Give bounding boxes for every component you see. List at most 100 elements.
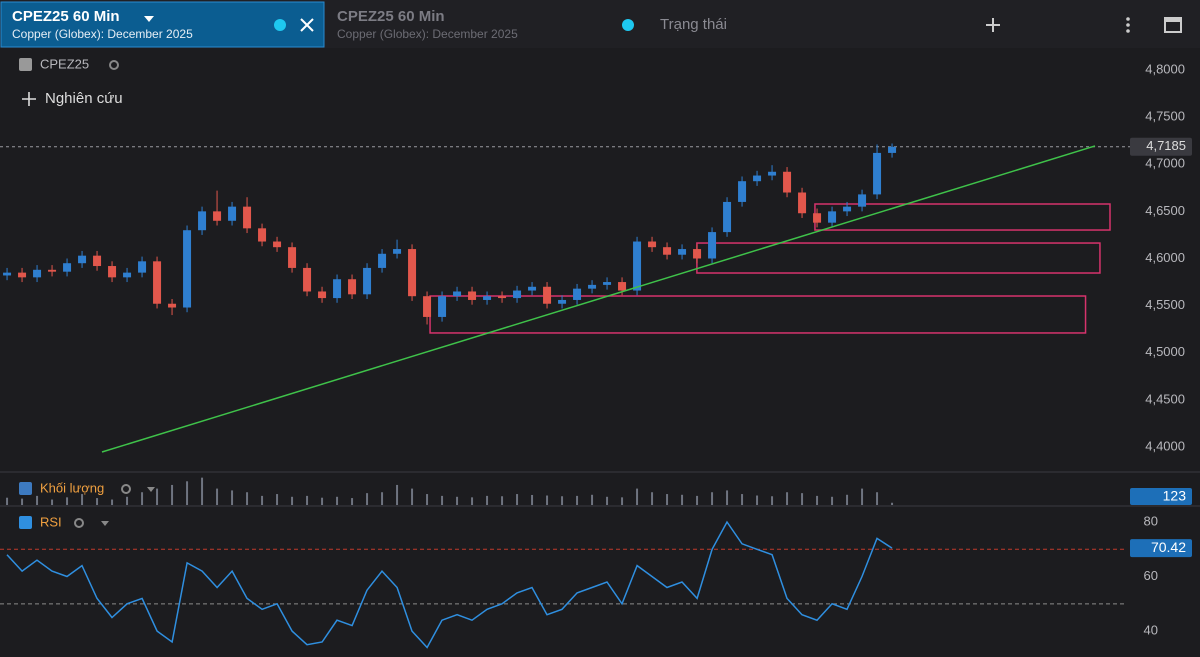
rsi-swatch[interactable]	[19, 516, 32, 529]
candle-body	[273, 241, 282, 248]
y-tick-label: 4,5000	[1145, 344, 1185, 359]
candle-body	[348, 279, 357, 295]
settings-icon[interactable]	[121, 484, 131, 494]
volume-bar	[681, 494, 684, 505]
volume-bar	[771, 496, 774, 505]
volume-bar	[876, 492, 879, 505]
candle-body	[198, 211, 207, 231]
volume-bar	[216, 488, 219, 505]
volume-label: Khối lượng	[40, 480, 104, 495]
candle-body	[78, 255, 87, 264]
candle-body	[498, 296, 507, 299]
volume-bar	[66, 497, 69, 505]
volume-bar	[21, 498, 24, 505]
add-icon[interactable]	[986, 18, 1000, 32]
studies-button[interactable]: Nghiên cứu	[45, 90, 123, 107]
volume-bar	[261, 495, 264, 505]
candle-body	[438, 296, 447, 317]
candle-body	[603, 282, 612, 285]
menu-icon[interactable]	[1126, 17, 1130, 33]
candle-body	[378, 253, 387, 268]
volume-value-box	[1130, 488, 1192, 505]
status-dot	[622, 19, 634, 31]
candle-body	[243, 206, 252, 229]
volume-bar	[756, 495, 759, 505]
volume-bar	[606, 496, 609, 505]
volume-bar	[381, 492, 384, 505]
candle-body	[558, 299, 567, 304]
volume-bar	[96, 498, 99, 505]
volume-bar	[486, 495, 489, 505]
last-price-box	[1130, 137, 1192, 156]
volume-bar	[246, 492, 249, 505]
candle-body	[363, 267, 372, 295]
tab-title: CPEZ25 60 Min	[12, 8, 120, 25]
candle-body	[213, 211, 222, 221]
volume-bar	[186, 481, 189, 505]
volume-bar	[396, 484, 399, 505]
volume-swatch[interactable]	[19, 482, 32, 495]
candle-body	[258, 228, 267, 242]
volume-bar	[726, 490, 729, 505]
close-icon[interactable]	[300, 18, 314, 32]
tab-title[interactable]: CPEZ25 60 Min	[337, 8, 445, 25]
window-icon-bar	[1165, 18, 1181, 22]
volume-bar	[141, 492, 144, 505]
volume-bar	[576, 495, 579, 505]
candle-body	[468, 291, 477, 300]
volume-bar	[201, 477, 204, 505]
volume-bar	[336, 496, 339, 505]
candle-body	[798, 192, 807, 214]
candle-body	[93, 255, 102, 267]
volume-bar	[696, 495, 699, 505]
volume-bar	[801, 493, 804, 505]
active-tab[interactable]	[0, 1, 325, 48]
volume-bar	[126, 496, 129, 505]
last-price-label: 4,7185	[1146, 138, 1186, 153]
volume-bar	[891, 502, 894, 505]
status-label[interactable]: Trạng thái	[660, 16, 727, 33]
volume-bar	[546, 495, 549, 505]
candle-body	[18, 272, 27, 278]
volume-bar	[831, 496, 834, 505]
y-tick-label: 4,7500	[1145, 109, 1185, 124]
volume-bar	[666, 494, 669, 505]
plus-icon[interactable]	[22, 92, 36, 106]
candle-body	[813, 213, 822, 223]
candle-body	[333, 279, 342, 299]
candle-body	[183, 230, 192, 308]
settings-icon[interactable]	[74, 518, 84, 528]
candle-body	[573, 288, 582, 300]
volume-bar	[561, 496, 564, 505]
dropdown-icon[interactable]	[101, 521, 109, 526]
candle-body	[693, 249, 702, 259]
series-label: CPEZ25	[40, 56, 89, 71]
settings-icon[interactable]	[109, 60, 119, 70]
rsi-label: RSI	[40, 514, 62, 529]
y-tick-label: 40	[1144, 623, 1158, 638]
volume-bar	[741, 494, 744, 505]
volume-bar	[51, 499, 54, 505]
candle-body	[453, 291, 462, 297]
volume-bar	[861, 488, 864, 505]
volume-bar	[306, 495, 309, 505]
volume-bar	[456, 496, 459, 505]
volume-bar	[471, 497, 474, 505]
candle-body	[543, 286, 552, 304]
candle-body	[288, 247, 297, 268]
volume-bar	[6, 497, 9, 505]
dropdown-icon[interactable]	[144, 16, 154, 22]
dropdown-icon[interactable]	[147, 487, 155, 492]
volume-bar	[531, 494, 534, 505]
series-swatch[interactable]	[19, 58, 32, 71]
volume-value-label: 123	[1163, 488, 1187, 504]
candle-body	[228, 206, 237, 221]
volume-bar	[81, 494, 84, 505]
candle-body	[108, 266, 117, 278]
candle-body	[618, 282, 627, 291]
candle-body	[408, 249, 417, 297]
candle-body	[738, 181, 747, 202]
volume-bar	[816, 495, 819, 505]
rsi-value-box	[1130, 539, 1192, 558]
y-tick-label: 4,4000	[1145, 438, 1185, 453]
